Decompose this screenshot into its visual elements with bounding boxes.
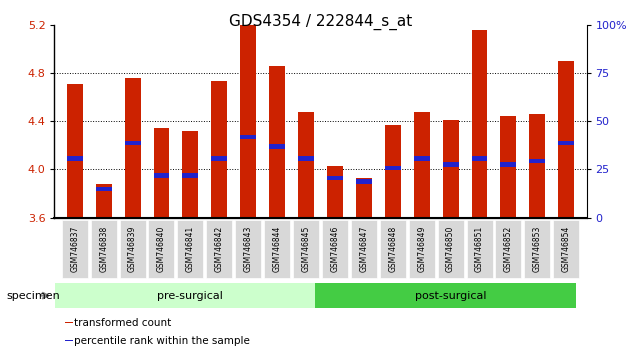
Text: GSM746854: GSM746854 bbox=[562, 225, 570, 272]
Text: GSM746838: GSM746838 bbox=[99, 225, 108, 272]
Bar bbox=[356, 179, 372, 184]
Text: GSM746852: GSM746852 bbox=[504, 225, 513, 272]
FancyBboxPatch shape bbox=[149, 219, 174, 278]
Text: GSM746839: GSM746839 bbox=[128, 225, 137, 272]
Bar bbox=[501, 116, 517, 218]
Text: transformed count: transformed count bbox=[74, 318, 172, 328]
Text: GDS4354 / 222844_s_at: GDS4354 / 222844_s_at bbox=[229, 14, 412, 30]
Bar bbox=[472, 156, 488, 161]
FancyBboxPatch shape bbox=[178, 219, 203, 278]
Text: GSM746853: GSM746853 bbox=[533, 225, 542, 272]
Bar bbox=[65, 322, 73, 323]
Bar bbox=[443, 162, 458, 167]
Bar bbox=[327, 176, 343, 180]
Bar bbox=[183, 131, 198, 218]
Bar bbox=[67, 84, 83, 218]
FancyBboxPatch shape bbox=[55, 283, 315, 308]
FancyBboxPatch shape bbox=[524, 219, 551, 278]
FancyBboxPatch shape bbox=[62, 219, 88, 278]
FancyBboxPatch shape bbox=[90, 219, 117, 278]
Bar bbox=[558, 61, 574, 218]
Text: GSM746844: GSM746844 bbox=[272, 225, 281, 272]
Bar bbox=[558, 141, 574, 145]
Bar bbox=[501, 162, 517, 167]
FancyBboxPatch shape bbox=[264, 219, 290, 278]
Bar bbox=[413, 156, 429, 161]
Bar bbox=[96, 184, 112, 218]
Text: pre-surgical: pre-surgical bbox=[158, 291, 223, 301]
FancyBboxPatch shape bbox=[119, 219, 146, 278]
Bar bbox=[65, 340, 73, 341]
Bar bbox=[269, 144, 285, 149]
FancyBboxPatch shape bbox=[351, 219, 377, 278]
Bar bbox=[385, 125, 401, 218]
Bar bbox=[124, 141, 140, 145]
FancyBboxPatch shape bbox=[206, 219, 232, 278]
Bar bbox=[124, 78, 140, 218]
Bar bbox=[472, 30, 488, 218]
Bar bbox=[443, 120, 458, 218]
Bar bbox=[183, 173, 198, 178]
Text: GSM746850: GSM746850 bbox=[446, 225, 455, 272]
FancyBboxPatch shape bbox=[409, 219, 435, 278]
Bar bbox=[240, 135, 256, 139]
Text: GSM746843: GSM746843 bbox=[244, 225, 253, 272]
Text: GSM746848: GSM746848 bbox=[388, 225, 397, 272]
FancyBboxPatch shape bbox=[495, 219, 522, 278]
FancyBboxPatch shape bbox=[322, 219, 348, 278]
FancyBboxPatch shape bbox=[293, 219, 319, 278]
Bar bbox=[356, 178, 372, 218]
Text: GSM746841: GSM746841 bbox=[186, 225, 195, 272]
Text: percentile rank within the sample: percentile rank within the sample bbox=[74, 336, 251, 346]
Bar bbox=[240, 25, 256, 218]
Bar bbox=[327, 166, 343, 218]
Text: specimen: specimen bbox=[6, 291, 60, 301]
FancyBboxPatch shape bbox=[553, 219, 579, 278]
FancyBboxPatch shape bbox=[315, 283, 576, 308]
Bar bbox=[269, 66, 285, 218]
FancyBboxPatch shape bbox=[438, 219, 463, 278]
Bar bbox=[413, 112, 429, 218]
Bar bbox=[212, 81, 228, 218]
Bar bbox=[212, 156, 228, 161]
Bar bbox=[153, 129, 169, 218]
Text: GSM746845: GSM746845 bbox=[301, 225, 310, 272]
Text: GSM746837: GSM746837 bbox=[71, 225, 79, 272]
Bar bbox=[529, 114, 545, 218]
FancyBboxPatch shape bbox=[235, 219, 262, 278]
Bar bbox=[385, 166, 401, 170]
Text: GSM746840: GSM746840 bbox=[157, 225, 166, 272]
Bar bbox=[96, 187, 112, 191]
Text: GSM746851: GSM746851 bbox=[475, 225, 484, 272]
FancyBboxPatch shape bbox=[467, 219, 492, 278]
Text: GSM746846: GSM746846 bbox=[331, 225, 340, 272]
Bar bbox=[298, 112, 314, 218]
Text: GSM746847: GSM746847 bbox=[360, 225, 369, 272]
Text: post-surgical: post-surgical bbox=[415, 291, 487, 301]
FancyBboxPatch shape bbox=[379, 219, 406, 278]
Bar bbox=[298, 156, 314, 161]
Bar bbox=[529, 159, 545, 163]
Bar bbox=[67, 156, 83, 161]
Text: GSM746842: GSM746842 bbox=[215, 225, 224, 272]
Text: GSM746849: GSM746849 bbox=[417, 225, 426, 272]
Bar bbox=[153, 173, 169, 178]
